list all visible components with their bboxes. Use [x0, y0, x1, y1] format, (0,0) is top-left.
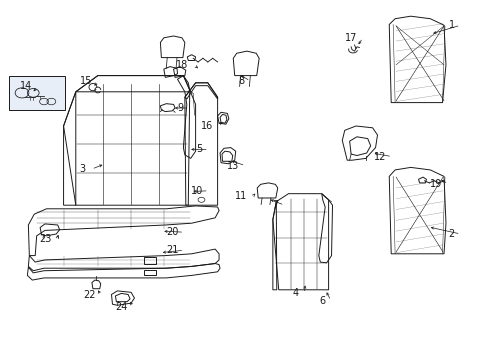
Text: 19: 19: [429, 179, 442, 189]
Text: 12: 12: [373, 152, 386, 162]
Bar: [9, 76, 65, 110]
Text: 11: 11: [234, 191, 246, 201]
Text: 13: 13: [227, 161, 239, 171]
Text: 9: 9: [177, 103, 183, 113]
Text: 3: 3: [79, 164, 85, 174]
Text: 22: 22: [82, 290, 95, 300]
Text: 8: 8: [238, 76, 244, 86]
Text: 10: 10: [190, 186, 203, 196]
Text: 17: 17: [344, 33, 356, 43]
Text: 7: 7: [272, 200, 278, 210]
Text: 23: 23: [39, 234, 51, 244]
Text: 24: 24: [115, 302, 127, 312]
Text: 2: 2: [447, 229, 454, 239]
Text: 6: 6: [318, 296, 325, 306]
Text: 21: 21: [166, 245, 178, 255]
Text: 18: 18: [176, 60, 188, 70]
Text: 5: 5: [196, 144, 203, 154]
Text: 14: 14: [20, 81, 32, 91]
Text: 1: 1: [447, 20, 454, 30]
Text: 4: 4: [291, 288, 298, 298]
Text: 20: 20: [166, 227, 178, 237]
Text: 15: 15: [80, 76, 92, 86]
Text: 16: 16: [200, 121, 212, 131]
